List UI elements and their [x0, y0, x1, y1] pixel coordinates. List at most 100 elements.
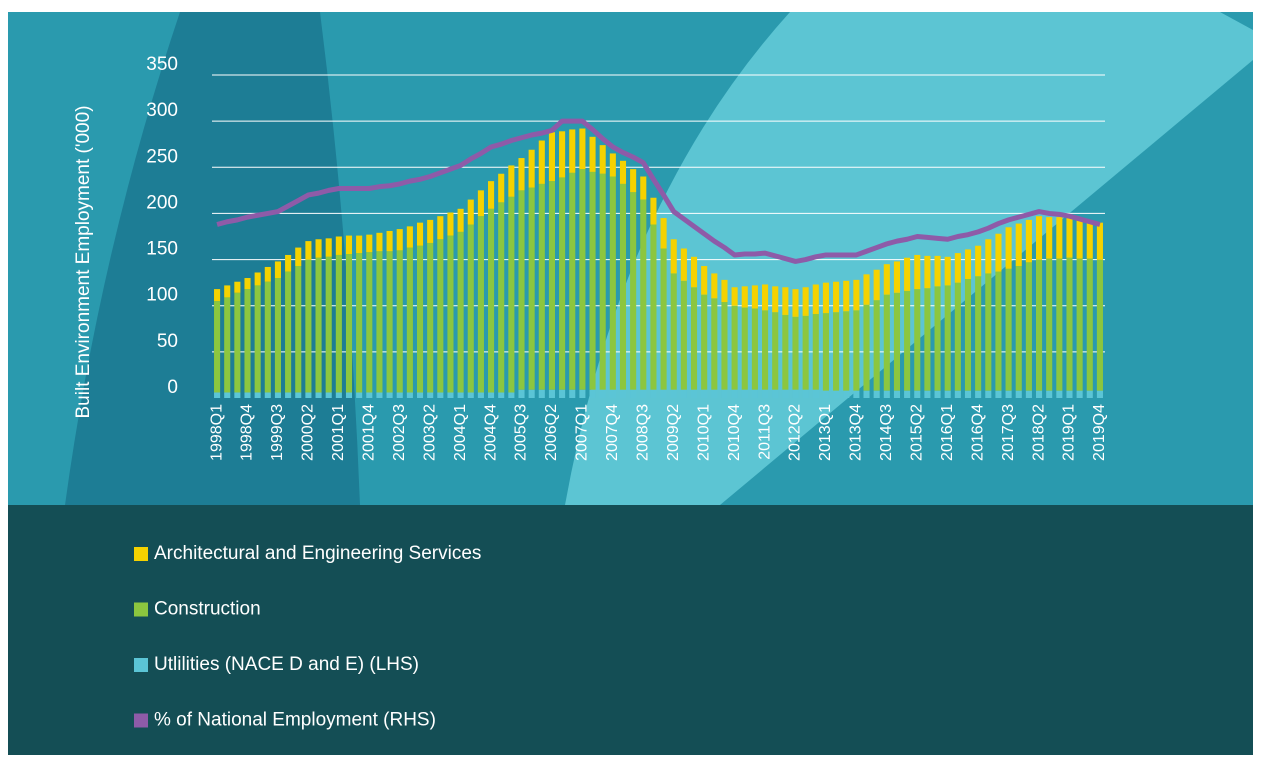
legend-swatch — [134, 714, 148, 728]
bar — [721, 302, 727, 390]
bar — [1006, 269, 1012, 391]
bar — [356, 236, 362, 254]
bar — [366, 252, 372, 392]
bar — [1056, 217, 1062, 259]
bar — [579, 129, 585, 170]
bar — [935, 286, 941, 390]
bar — [904, 391, 910, 398]
y-tick-label: 50 — [157, 331, 178, 352]
bar — [792, 289, 798, 317]
bar — [508, 165, 514, 196]
bar — [691, 287, 697, 389]
bar — [255, 272, 261, 285]
bar — [427, 220, 433, 243]
bar — [985, 273, 991, 390]
bar — [620, 390, 626, 398]
bar — [1026, 220, 1032, 262]
bar — [336, 237, 342, 255]
bar — [600, 145, 606, 174]
bar — [214, 301, 220, 392]
x-tick-label: 2010Q1 — [695, 404, 712, 461]
bar — [529, 188, 535, 390]
bar — [914, 391, 920, 398]
bar — [569, 173, 575, 390]
bar — [569, 129, 575, 172]
bar — [447, 236, 453, 393]
bar — [397, 229, 403, 250]
bar — [813, 390, 819, 398]
bar — [488, 209, 494, 393]
bar — [1087, 259, 1093, 391]
x-tick-label: 2007Q1 — [574, 404, 591, 461]
x-tick-label: 2004Q4 — [482, 404, 499, 461]
bar — [985, 391, 991, 398]
bar — [336, 392, 342, 398]
bar — [1026, 262, 1032, 390]
bar — [752, 285, 758, 308]
bar — [975, 276, 981, 390]
bar — [559, 390, 565, 398]
bar — [1046, 259, 1052, 391]
bar — [600, 174, 606, 390]
bar — [316, 258, 322, 393]
bar — [620, 184, 626, 390]
x-tick-label: 2010Q4 — [726, 404, 743, 461]
bar — [752, 308, 758, 389]
bar — [346, 254, 352, 392]
bar — [1077, 259, 1083, 391]
y-tick-label: 0 — [167, 377, 178, 398]
bar — [762, 310, 768, 389]
bar — [346, 236, 352, 254]
bar — [295, 248, 301, 266]
y-tick-label: 150 — [146, 239, 178, 260]
bar — [701, 390, 707, 398]
x-tick-label: 2013Q4 — [848, 404, 865, 461]
bar — [518, 190, 524, 389]
bar — [874, 300, 880, 390]
bar — [529, 150, 535, 188]
bar — [1066, 258, 1072, 391]
bar — [894, 293, 900, 391]
bar — [265, 267, 271, 282]
bar — [1097, 391, 1103, 398]
bar — [640, 390, 646, 398]
x-tick-label: 1998Q4 — [239, 404, 256, 461]
bar — [691, 390, 697, 398]
bar — [945, 257, 951, 286]
bar — [803, 287, 809, 316]
bar — [1006, 391, 1012, 398]
y-tick-label: 250 — [146, 146, 178, 167]
bar — [650, 225, 656, 390]
bar — [255, 392, 261, 398]
bar — [863, 274, 869, 304]
bar — [711, 273, 717, 298]
bar — [843, 281, 849, 311]
bar — [640, 177, 646, 200]
bar — [823, 391, 829, 398]
bar — [224, 285, 230, 297]
bar — [1066, 218, 1072, 258]
bar — [742, 390, 748, 398]
bar — [244, 278, 250, 289]
x-tick-label: 1999Q3 — [269, 404, 286, 461]
bar — [711, 298, 717, 389]
bar — [539, 390, 545, 398]
y-tick-label: 100 — [146, 285, 178, 306]
bar — [305, 260, 311, 393]
bar — [803, 390, 809, 398]
bar — [650, 198, 656, 225]
bar — [427, 243, 433, 393]
bar — [671, 239, 677, 273]
x-tick-label: 2009Q2 — [665, 404, 682, 461]
bar — [366, 235, 372, 253]
bar — [285, 272, 291, 393]
bar — [935, 256, 941, 286]
bar — [478, 216, 484, 392]
bar — [589, 172, 595, 390]
bar — [732, 390, 738, 398]
bar — [427, 392, 433, 398]
x-tick-label: 2000Q2 — [300, 404, 317, 461]
bar — [711, 390, 717, 398]
x-tick-label: 2001Q1 — [330, 404, 347, 461]
legend-label: Utlilities (NACE D and E) (LHS) — [154, 654, 419, 675]
